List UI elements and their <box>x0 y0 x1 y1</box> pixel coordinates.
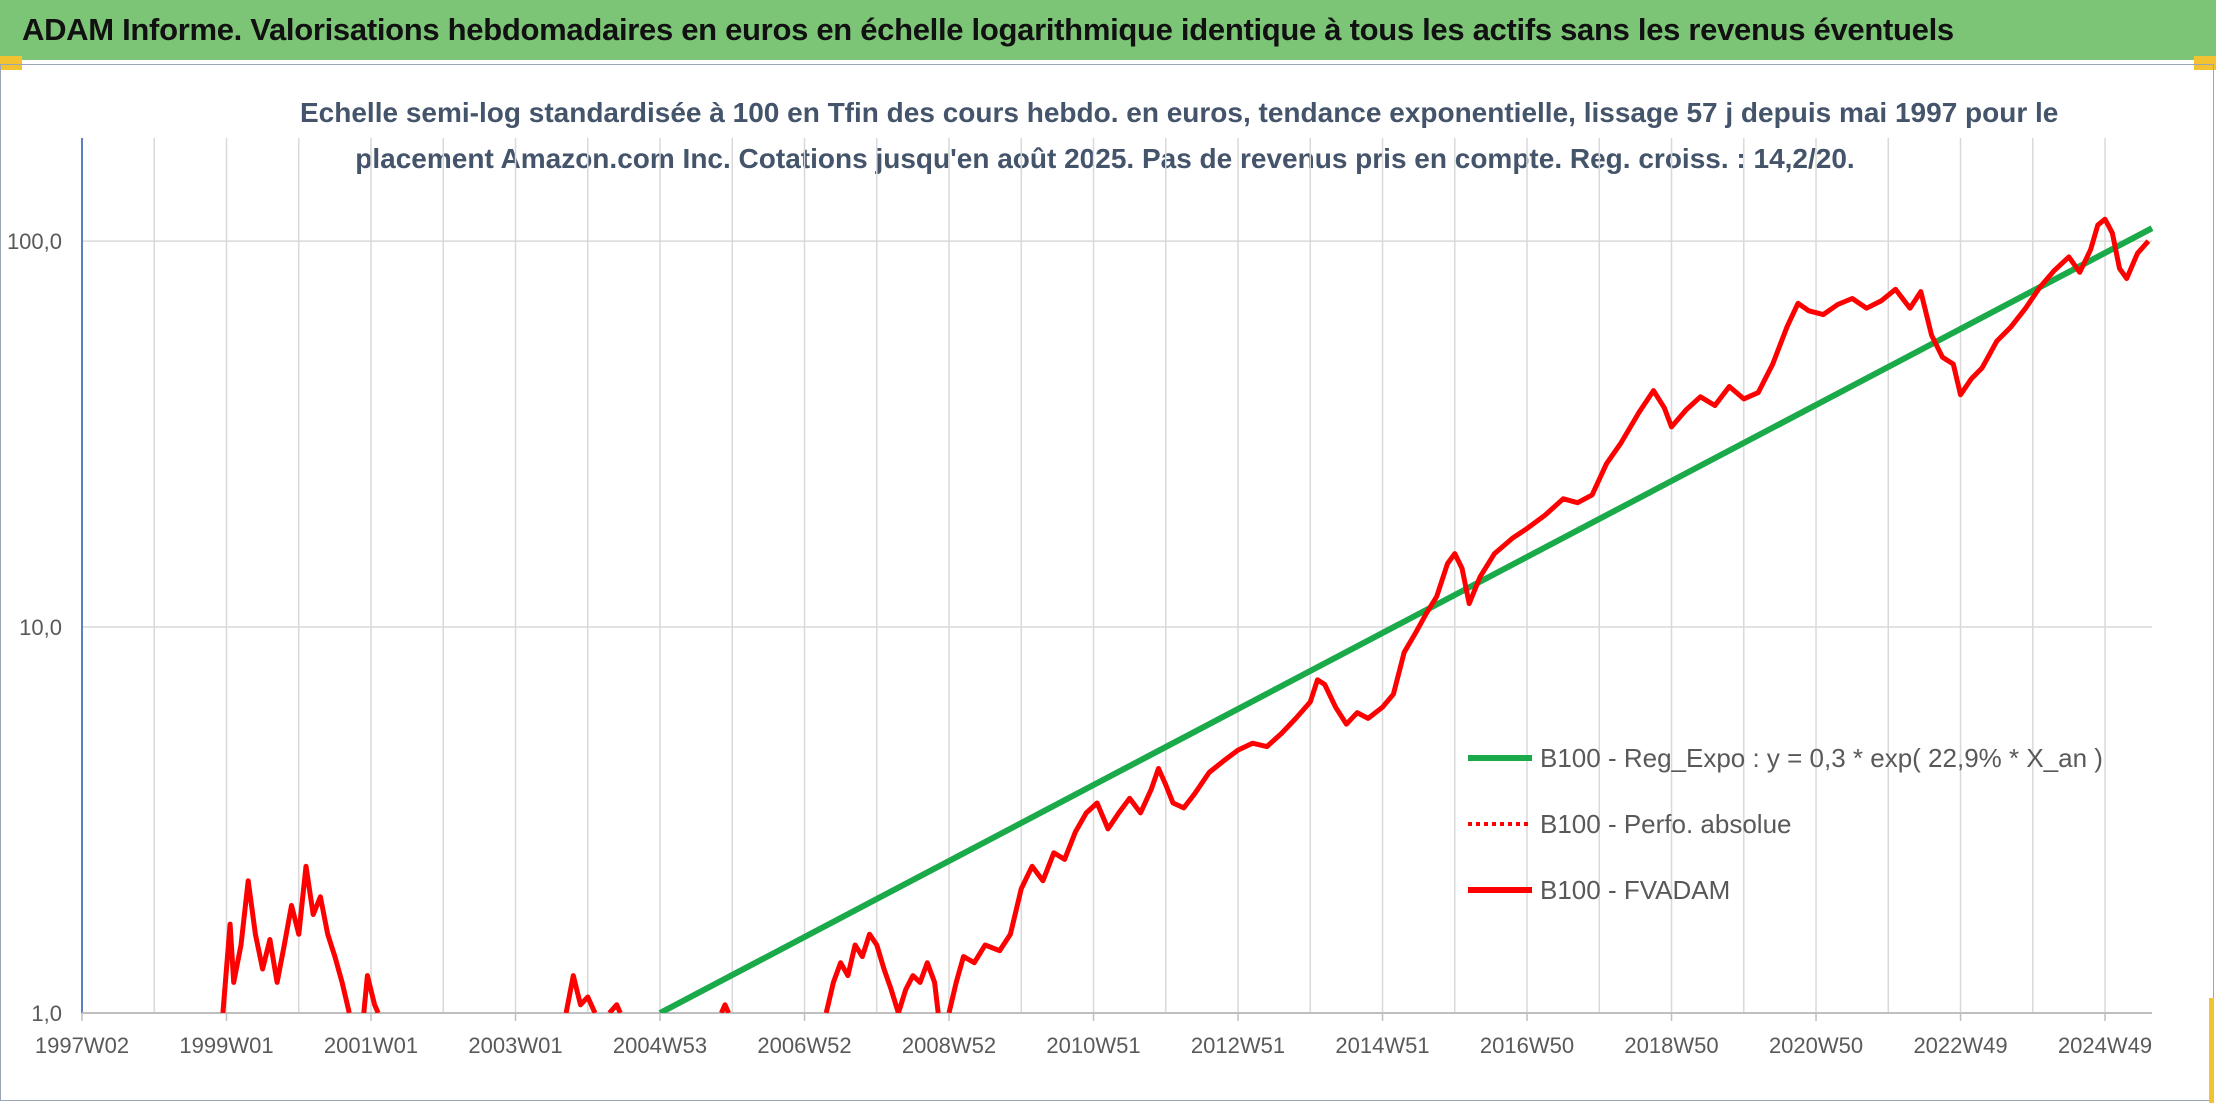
x-tick-label: 2004W53 <box>613 1033 707 1058</box>
series-line-fvadam <box>220 863 352 1013</box>
x-tick-label: 2008W52 <box>902 1033 996 1058</box>
x-tick-label: 1999W01 <box>179 1033 273 1058</box>
x-tick-label: 2001W01 <box>324 1033 418 1058</box>
x-tick-label: 2006W52 <box>757 1033 851 1058</box>
corner-accent-right <box>2194 56 2216 70</box>
x-tick-label: 2016W50 <box>1480 1033 1574 1058</box>
series-line-reg-expo <box>658 225 2154 1013</box>
edge-accent <box>2209 998 2214 1103</box>
series-line-fvadam <box>946 216 2151 1013</box>
legend-label: B100 - FVADAM <box>1540 875 1730 905</box>
x-tick-label: 2012W51 <box>1191 1033 1285 1058</box>
chart-subtitle-line-1: Echelle semi-log standardisée à 100 en T… <box>300 97 2059 128</box>
y-tick-label: 100,0 <box>7 229 62 254</box>
series-line-fvadam <box>563 973 598 1013</box>
chart-subtitle: Echelle semi-log standardisée à 100 en T… <box>300 90 2059 182</box>
x-tick-label: 1997W02 <box>35 1033 129 1058</box>
legend-label: B100 - Perfo. absolue <box>1540 809 1792 839</box>
y-tick-label: 1,0 <box>31 1001 62 1026</box>
chart-subtitle-line-2: placement Amazon.com Inc. Cotations jusq… <box>355 143 1855 174</box>
title-banner: ADAM Informe. Valorisations hebdomadaire… <box>0 0 2216 60</box>
corner-accent-left <box>0 56 22 70</box>
series-line-fvadam <box>719 1002 731 1013</box>
x-tick-label: 2024W49 <box>2058 1033 2152 1058</box>
chart-frame <box>0 64 2214 1101</box>
y-tick-label: 10,0 <box>19 615 62 640</box>
legend-label: B100 - Reg_Expo : y = 0,3 * exp( 22,9% *… <box>1540 743 2103 773</box>
x-tick-label: 2003W01 <box>468 1033 562 1058</box>
x-tick-label: 2018W50 <box>1624 1033 1718 1058</box>
series-line-fvadam <box>361 973 381 1013</box>
x-tick-label: 2020W50 <box>1769 1033 1863 1058</box>
x-tick-label: 2014W51 <box>1335 1033 1429 1058</box>
series-line-fvadam <box>823 931 941 1013</box>
x-tick-label: 2022W49 <box>1913 1033 2007 1058</box>
series-line-fvadam <box>607 1002 623 1013</box>
page-title: ADAM Informe. Valorisations hebdomadaire… <box>22 12 1954 47</box>
x-tick-label: 2010W51 <box>1046 1033 1140 1058</box>
